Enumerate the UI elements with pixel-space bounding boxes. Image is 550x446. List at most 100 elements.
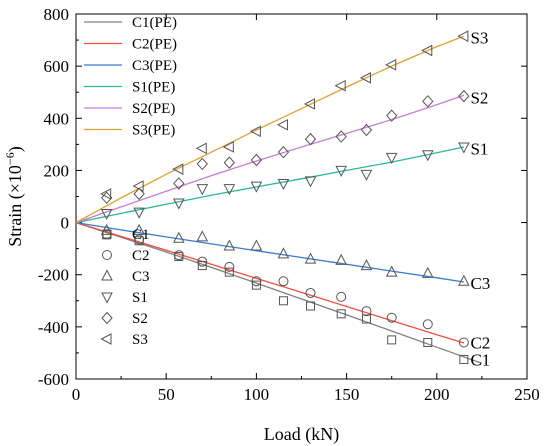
data-point-c1 (251, 280, 261, 290)
data-point-c3 (277, 247, 290, 259)
data-point-c2 (278, 276, 289, 287)
data-point-c2 (336, 291, 347, 302)
data-point-c3 (458, 274, 470, 286)
series-line (75, 94, 465, 224)
curve-label: S2 (470, 88, 488, 107)
data-point-s3 (334, 79, 346, 92)
data-point-c3 (223, 239, 236, 251)
data-point-s3 (100, 188, 112, 200)
data-point-s1 (133, 207, 145, 219)
y-axis-title: Strain (×10−6) (3, 146, 26, 246)
x-tick-label: 100 (244, 385, 270, 404)
data-point-s1 (277, 178, 290, 191)
data-point-s3 (359, 72, 371, 84)
data-point-c2 (422, 319, 433, 330)
y-tick-label: 600 (44, 57, 70, 76)
legend-label: S2(PE) (132, 101, 175, 117)
legend-marker-swatch (100, 333, 112, 345)
data-point-c3 (421, 266, 434, 278)
series-line (75, 146, 465, 224)
curve-label: S1 (470, 139, 488, 158)
legend-label: S3(PE) (132, 123, 175, 139)
data-point-s3 (385, 59, 397, 71)
data-point-c2 (386, 312, 397, 323)
data-point-s2 (422, 95, 434, 108)
y-tick-label: 400 (44, 109, 70, 128)
legend: C1(PE) C2(PE) C3(PE) S1(PE) S2(PE) S3(PE) C1 C2… (84, 15, 177, 348)
data-point-c3 (335, 253, 348, 265)
data-point-s2 (335, 130, 347, 143)
data-point-c1 (387, 335, 397, 345)
axes: 0 50 100 150 200 250 -600 -400 -200 0 200 400 600 800 (38, 5, 540, 404)
data-point-c1 (423, 338, 433, 347)
legend-marker-swatch (102, 229, 112, 239)
x-tick-label: 50 (158, 385, 175, 404)
data-point-c2 (251, 276, 262, 287)
data-point-s3 (222, 141, 234, 153)
data-point-s1 (223, 184, 236, 196)
legend-label: C2(PE) (132, 37, 177, 53)
data-point-s2 (100, 191, 113, 205)
data-point-s3 (457, 30, 469, 42)
data-point-s2 (386, 109, 398, 122)
y-tick-label: 800 (44, 5, 70, 24)
curve-label: S3 (470, 28, 488, 47)
data-point-s2 (173, 177, 185, 190)
legend-marker-swatch (102, 250, 112, 260)
data-point-c3 (360, 259, 373, 271)
series-line (75, 221, 465, 344)
data-point-s3 (195, 142, 207, 155)
data-point-s1 (335, 165, 348, 178)
data-point-s2 (223, 156, 236, 169)
data-point-c1 (278, 296, 288, 306)
data-point-s1 (172, 198, 185, 210)
data-point-c2 (224, 261, 235, 272)
data-point-c1 (459, 354, 469, 364)
x-tick-label: 150 (334, 385, 360, 404)
data-point-c1 (224, 267, 234, 277)
data-point-s3 (276, 118, 288, 131)
data-point-s3 (303, 98, 316, 110)
data-point-s1 (421, 150, 434, 162)
legend-label: S1 (132, 290, 148, 306)
data-point-s3 (172, 163, 184, 175)
data-point-c2 (134, 234, 145, 245)
data-point-s2 (304, 132, 317, 146)
legend-label: S1(PE) (132, 80, 175, 96)
y-tick-label: -600 (38, 370, 69, 389)
data-point-c1 (306, 301, 316, 311)
legend-label: C1 (132, 227, 150, 243)
data-point-c3 (133, 223, 145, 235)
y-axis-title-text: Strain (×10 (5, 165, 26, 247)
data-point-s1 (385, 152, 398, 164)
legend-label: C1(PE) (132, 15, 177, 31)
legend-marker-swatch (101, 292, 113, 304)
x-tick-label: 250 (514, 385, 540, 404)
data-point-s3 (132, 180, 144, 192)
data-point-s2 (360, 123, 373, 137)
legend-label: S2 (132, 311, 148, 327)
legend-label: C2 (132, 248, 150, 264)
data-point-s1 (304, 176, 317, 188)
data-point-s2 (458, 89, 470, 103)
data-point-s1 (196, 184, 209, 196)
data-point-s3 (421, 44, 433, 57)
y-tick-label: -200 (38, 266, 69, 285)
series-line (75, 221, 483, 365)
data-point-s2 (196, 157, 208, 171)
legend-marker-swatch (101, 311, 113, 325)
legend-label: S3 (132, 332, 148, 348)
data-point-s2 (250, 153, 263, 167)
curve-label: C3 (470, 274, 490, 293)
data-point-c2 (361, 306, 372, 317)
data-point-s1 (458, 142, 470, 154)
x-axis-title: Load (kN) (264, 424, 339, 445)
data-point-c1 (361, 314, 371, 324)
data-point-s1 (360, 169, 373, 181)
y-axis-title-close: ) (5, 146, 26, 152)
data-point-c3 (304, 252, 317, 264)
data-point-c3 (172, 231, 185, 243)
legend-label: C3 (132, 269, 150, 285)
